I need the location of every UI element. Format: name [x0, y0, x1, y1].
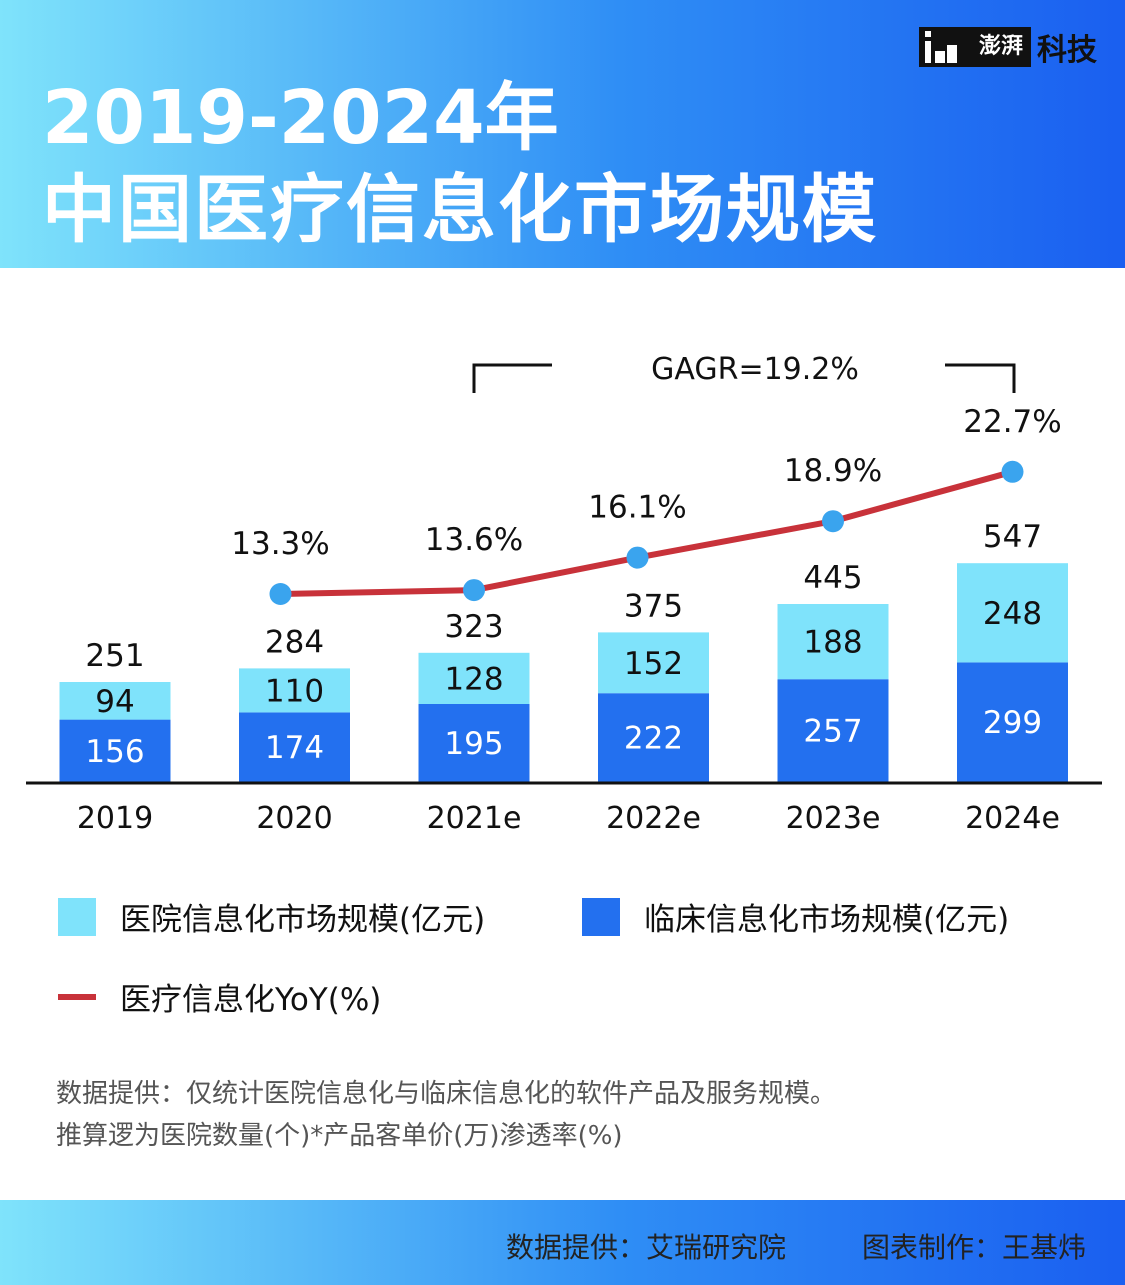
footer-author: 图表制作：王基炜	[862, 1231, 1087, 1264]
chart-legend: 医院信息化市场规模(亿元) 临床信息化市场规模(亿元) 医疗信息化YoY(%)	[0, 880, 1125, 1030]
yoy-label-2020: 13.3%	[231, 526, 329, 562]
legend-label-hospital: 医院信息化市场规模(亿元)	[120, 902, 486, 938]
data-label-total-2023e: 445	[803, 560, 862, 596]
x-tick-label-2022e: 2022e	[606, 801, 701, 836]
footer-source: 数据提供：艾瑞研究院	[506, 1231, 787, 1264]
bar-clinical-2024e	[957, 662, 1068, 782]
legend-item-yoy: 医疗信息化YoY(%)	[58, 974, 381, 1019]
data-label-total-2024e: 547	[983, 519, 1042, 555]
data-label-total-2022e: 375	[624, 588, 683, 624]
x-tick-label-2021e: 2021e	[427, 801, 522, 836]
legend-swatch-clinical	[582, 897, 620, 936]
brand-logo: 澎湃 科技	[918, 26, 1097, 68]
logo-box: 澎湃	[918, 27, 1031, 67]
bar-clinical-2022e	[598, 693, 709, 782]
data-label-hospital-2019: 94	[95, 684, 134, 720]
yoy-label-2023e: 18.9%	[784, 453, 882, 489]
legend-item-clinical: 临床信息化市场规模(亿元)	[582, 894, 1009, 939]
chart-notes: 数据提供：仅统计医院信息化与临床信息化的软件产品及服务规模。 推算逻为医院数量(…	[56, 1073, 836, 1157]
logo-mark-icon	[924, 31, 957, 63]
logo-text: 科技	[1037, 33, 1097, 68]
yoy-point-2022e	[626, 546, 649, 569]
data-label-hospital-2024e: 248	[983, 596, 1042, 632]
cagr-bracket-right	[945, 363, 1016, 393]
bar-clinical-2021e	[418, 704, 530, 782]
footer-banner: 数据提供：艾瑞研究院 图表制作：王基炜	[0, 1200, 1125, 1285]
logo-box-text: 澎湃	[978, 34, 1023, 59]
data-label-clinical-2021e: 195	[444, 726, 503, 762]
yoy-point-2020	[269, 583, 292, 605]
yoy-label-2022e: 16.1%	[588, 490, 686, 526]
yoy-point-2023e	[822, 510, 844, 533]
bar-hospital-2024e	[957, 563, 1068, 663]
yoy-point-2024e	[1001, 460, 1024, 483]
legend-swatch-hospital	[58, 897, 96, 936]
yoy-point-2021e	[463, 579, 485, 602]
data-label-hospital-2020: 110	[265, 673, 324, 709]
note-line-2: 推算逻为医院数量(个)*产品客单价(万)渗透率(%)	[56, 1121, 623, 1151]
legend-item-hospital: 医院信息化市场规模(亿元)	[58, 894, 485, 939]
note-line-1: 数据提供：仅统计医院信息化与临床信息化的软件产品及服务规模。	[56, 1079, 837, 1109]
data-label-hospital-2021e: 128	[444, 661, 503, 697]
legend-label-clinical: 临床信息化市场规模(亿元)	[644, 902, 1010, 938]
header-banner: 2019-2024年 中国医疗信息化市场规模 澎湃 科技	[0, 0, 1125, 268]
bar-hospital-2019	[59, 682, 171, 720]
data-label-clinical-2020: 174	[265, 730, 324, 766]
data-label-clinical-2022e: 222	[624, 721, 683, 757]
x-tick-label-2020: 2020	[256, 801, 332, 836]
x-tick-label-2023e: 2023e	[786, 801, 881, 836]
data-label-clinical-2024e: 299	[983, 705, 1042, 741]
data-label-clinical-2019: 156	[85, 734, 144, 770]
yoy-label-2021e: 13.6%	[425, 522, 523, 558]
data-label-hospital-2022e: 152	[624, 646, 683, 682]
bar-clinical-2019	[59, 719, 171, 782]
data-label-total-2019: 251	[85, 638, 144, 674]
data-label-total-2020: 284	[265, 624, 324, 660]
chart-title-years: 2019-2024年	[42, 75, 559, 161]
data-label-clinical-2023e: 257	[803, 714, 862, 750]
bar-hospital-2023e	[777, 604, 889, 680]
stacked-bar-chart: 156 94 251 174 110 284 195 128 323 222 152 375 257 18…	[26, 352, 1102, 836]
cagr-label: GAGR=19.2%	[651, 352, 859, 387]
cagr-bracket-left	[472, 363, 552, 393]
x-tick-label-2024e: 2024e	[965, 801, 1060, 836]
chart-title: 中国医疗信息化市场规模	[42, 167, 878, 253]
bar-hospital-2020	[239, 668, 350, 713]
yoy-label-2024e: 22.7%	[963, 404, 1061, 440]
bar-hospital-2022e	[598, 632, 709, 694]
bar-clinical-2023e	[777, 679, 889, 782]
legend-swatch-yoy	[58, 993, 96, 1000]
bar-hospital-2021e	[418, 652, 530, 704]
legend-label-yoy: 医疗信息化YoY(%)	[120, 982, 382, 1018]
data-label-hospital-2023e: 188	[803, 625, 862, 661]
x-tick-label-2019: 2019	[77, 801, 153, 836]
cagr-annotation: GAGR=19.2%	[472, 352, 1016, 393]
data-label-total-2021e: 323	[444, 609, 503, 645]
bar-clinical-2020	[239, 712, 350, 782]
